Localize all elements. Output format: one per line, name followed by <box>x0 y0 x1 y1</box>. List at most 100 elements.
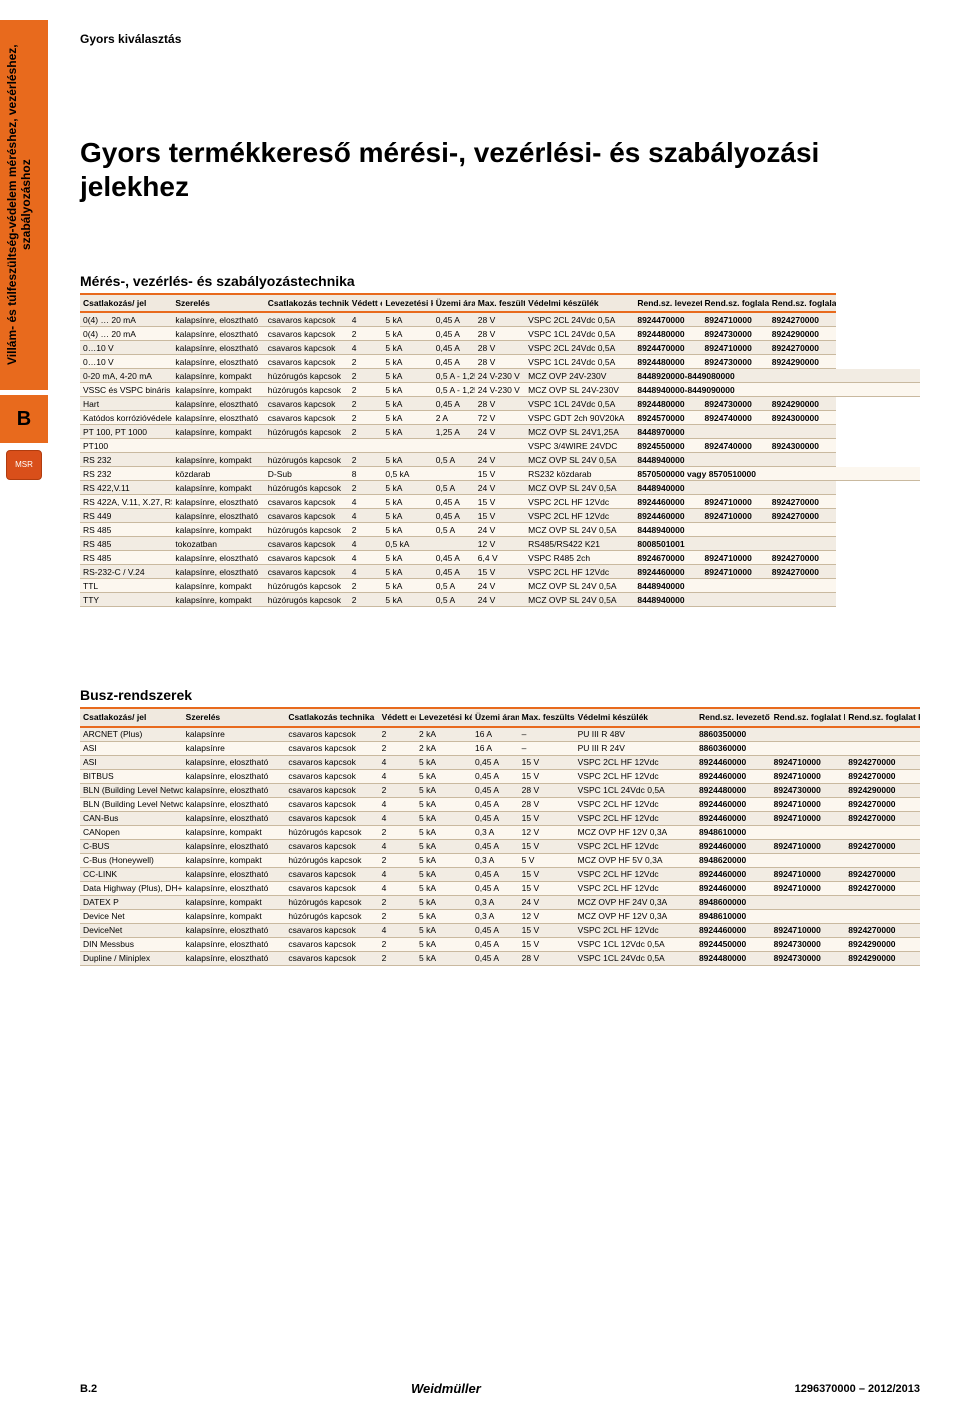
table-cell: 0,45 A <box>472 923 519 937</box>
th-tech: Csatlakozás technika <box>265 294 349 312</box>
table-cell: 0,5 A <box>433 453 475 467</box>
table-cell <box>433 537 475 551</box>
table-cell: 5 kA <box>416 825 472 839</box>
table-cell: 8924710000 <box>771 867 846 881</box>
table-cell: 28 V <box>475 355 525 369</box>
table-cell: közdarab <box>172 467 264 481</box>
table-cell: 8924270000 <box>769 551 836 565</box>
table-cell: 8924480000 <box>696 951 771 965</box>
table-cell: CC-LINK <box>80 867 183 881</box>
table-cell: kalapsínre, elosztható <box>183 839 286 853</box>
table-cell: húzórugós kapcsok <box>265 523 349 537</box>
table-cell: 5 V <box>519 853 575 867</box>
section2-title: Busz-rendszerek <box>80 687 920 703</box>
table-cell: MCZ OVP SL 24V 0,5A <box>525 593 634 607</box>
table-cell: 2 <box>349 425 383 439</box>
table-cell: kalapsínre, kompakt <box>172 425 264 439</box>
table-cell: 4 <box>349 537 383 551</box>
table-cell: DIN Messbus <box>80 937 183 951</box>
table-cell: 8924480000 <box>634 397 701 411</box>
table-cell: 8924730000 <box>702 355 769 369</box>
table-cell <box>702 523 769 537</box>
table-cell <box>702 453 769 467</box>
table-cell: 8924290000 <box>769 397 836 411</box>
table-cell <box>878 467 920 481</box>
table-cell: 4 <box>379 839 416 853</box>
table-cell: 8924450000 <box>696 937 771 951</box>
table-row: Katódos korrózióvédelemkalapsínre, elosz… <box>80 411 920 425</box>
table-cell: csavaros kapcsok <box>265 551 349 565</box>
table-cell: Katódos korrózióvédelem <box>80 411 172 425</box>
table-cell: 4 <box>349 312 383 327</box>
table-cell: 8448940000 <box>634 523 701 537</box>
table-cell: 8448940000 <box>634 593 701 607</box>
table-cell: 4 <box>349 495 383 509</box>
table-cell: VSPC 2CL HF 12Vdc <box>575 811 696 825</box>
table-cell: 5 kA <box>382 579 432 593</box>
th-volt: Max. feszültség DC <box>475 294 525 312</box>
table-cell: 8948600000 <box>696 895 771 909</box>
table-cell: 4 <box>349 341 383 355</box>
table-cell: 2 <box>349 355 383 369</box>
table-cell: 5 kA <box>382 453 432 467</box>
table-row: DeviceNetkalapsínre, eloszthatócsavaros … <box>80 923 920 937</box>
table-cell <box>769 579 836 593</box>
table-cell: RS 485 <box>80 537 172 551</box>
table-row: Hartkalapsínre, eloszthatócsavaros kapcs… <box>80 397 920 411</box>
table-cell: VSPC 2CL HF 12Vdc <box>575 923 696 937</box>
table-cell: 24 V <box>475 453 525 467</box>
table-cell: kalapsínre, elosztható <box>172 551 264 565</box>
table-cell: 8008501001 <box>634 537 701 551</box>
table-cell: RS 422,V.11 <box>80 481 172 495</box>
table-cell: 8924460000 <box>696 923 771 937</box>
table-cell: RS 232 <box>80 467 172 481</box>
table-cell: 8924460000 <box>634 495 701 509</box>
table-cell: 72 V <box>475 411 525 425</box>
table-cell <box>845 741 920 755</box>
table-cell: 0…10 V <box>80 355 172 369</box>
table-cell: 8 <box>349 467 383 481</box>
table-cell: 0,3 A <box>472 909 519 923</box>
th-conn: Csatlakozás/ jel <box>80 294 172 312</box>
table-cell: 0,5 kA <box>382 537 432 551</box>
table-cell: VSPC 2CL HF 12Vdc <box>575 797 696 811</box>
table-cell: VSPC 2CL 24Vdc 0,5A <box>525 312 634 327</box>
table-cell: 8924290000 <box>845 783 920 797</box>
table-cell: 8924710000 <box>771 923 846 937</box>
section1-title: Mérés-, vezérlés- és szabályozástechnika <box>80 273 920 289</box>
table-cell: MCZ OVP HF 24V 0,3A <box>575 895 696 909</box>
table-cell: VSPC R485 2ch <box>525 551 634 565</box>
table-cell: 0,45 A <box>472 881 519 895</box>
table-cell: 0,45 A <box>433 355 475 369</box>
table-cell: kalapsínre, elosztható <box>172 565 264 579</box>
table-cell: 2 A <box>433 411 475 425</box>
table-cell <box>433 467 475 481</box>
table-cell: 8570500000 vagy 8570510000 <box>634 467 836 481</box>
table-cell: MCZ OVP SL 24V-230V <box>525 383 634 397</box>
table-cell <box>349 439 383 453</box>
table-cell: 28 V <box>475 397 525 411</box>
table-cell: 15 V <box>519 755 575 769</box>
table-cell: 24 V-230 V <box>475 369 525 383</box>
table-cell: 2 kA <box>416 741 472 755</box>
table-cell: DeviceNet <box>80 923 183 937</box>
table-cell: 8448970000 <box>634 425 701 439</box>
table-cell: csavaros kapcsok <box>285 867 378 881</box>
table-cell: 8448940000 <box>634 579 701 593</box>
table-cell: 8924270000 <box>769 312 836 327</box>
table-cell: 8448920000-8449080000 <box>634 369 836 383</box>
table-cell <box>702 579 769 593</box>
table-cell: PU III R 24V <box>575 741 696 755</box>
table-cell: 8924470000 <box>634 312 701 327</box>
table-cell: kalapsínre, elosztható <box>172 411 264 425</box>
table-cell: Data Highway (Plus), DH+ <box>80 881 183 895</box>
table-cell: 2 <box>349 411 383 425</box>
table-cell: 2 <box>379 825 416 839</box>
table-cell: húzórugós kapcsok <box>285 853 378 867</box>
table-cell <box>475 439 525 453</box>
table-cell: 2 <box>349 579 383 593</box>
table-cell: 15 V <box>475 467 525 481</box>
table-cell: 12 V <box>519 825 575 839</box>
table-cell: ASI <box>80 741 183 755</box>
th-art2: Rend.sz. foglalat közvetlen földelés <box>771 708 846 726</box>
